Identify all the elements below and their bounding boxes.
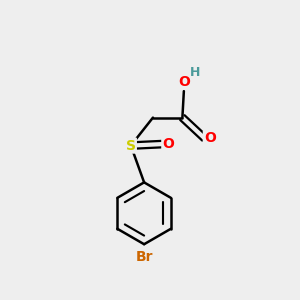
Text: O: O — [204, 131, 216, 145]
Text: O: O — [162, 137, 174, 151]
Text: S: S — [126, 139, 136, 153]
Text: O: O — [178, 75, 190, 89]
Text: Br: Br — [135, 250, 153, 264]
Text: H: H — [190, 66, 200, 80]
